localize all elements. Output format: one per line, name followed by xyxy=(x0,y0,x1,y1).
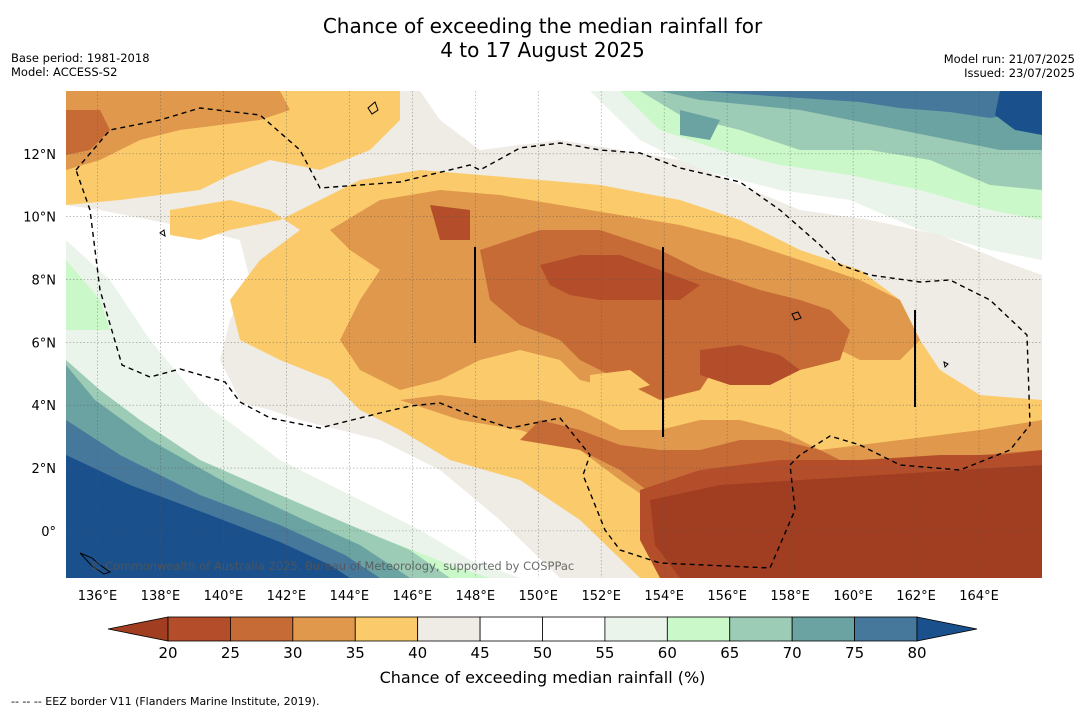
lon-tick-label: 146°E xyxy=(393,589,433,604)
eez-footnote: -- -- -- EEZ border V11 (Flanders Marine… xyxy=(11,695,320,708)
lon-tick-label: 140°E xyxy=(204,589,244,604)
colorbar-label: Chance of exceeding median rainfall (%) xyxy=(379,668,706,687)
colorbar-tick-label: 65 xyxy=(720,644,739,662)
lon-tick-label: 154°E xyxy=(644,589,684,604)
longitude-labels: 136°E 138°E 140°E 142°E 144°E 146°E 148°E 150°E… xyxy=(78,589,999,604)
lon-tick-label: 160°E xyxy=(833,589,873,604)
colorbar-tick-label: 35 xyxy=(346,644,365,662)
colorbar-high-extend xyxy=(916,616,978,642)
island-outlines xyxy=(79,101,949,575)
colorbar-segment xyxy=(354,616,419,642)
rainfall-field xyxy=(66,91,1042,578)
colorbar-tick-label: 45 xyxy=(471,644,490,662)
colorbar-segment xyxy=(729,616,793,642)
copyright-text: © Commonwealth of Australia 2025, Bureau… xyxy=(90,559,575,573)
model-run: Model run: 21/07/2025 xyxy=(943,52,1075,66)
title-line-1: Chance of exceeding the median rainfall … xyxy=(322,14,763,38)
colorbar-tick-label: 25 xyxy=(221,644,240,662)
colorbar-tick-label: 55 xyxy=(595,644,614,662)
lon-tick-label: 158°E xyxy=(770,589,810,604)
colorbar-tick-label: 20 xyxy=(158,644,177,662)
lon-tick-label: 156°E xyxy=(707,589,747,604)
run-info: Model run: 21/07/2025 Issued: 23/07/2025 xyxy=(944,52,1075,80)
colorbar-segment xyxy=(167,616,231,642)
eez-border xyxy=(75,107,1031,569)
lon-tick-label: 142°E xyxy=(267,589,307,604)
colorbar-segment xyxy=(479,616,543,642)
patch-40a xyxy=(240,380,300,410)
patch-35b xyxy=(810,380,880,405)
region-80 xyxy=(66,455,350,578)
colorbar-tick-label: 40 xyxy=(408,644,427,662)
colorbar: 20 25 30 35 40 45 50 55 60 65 70 75 80 xyxy=(107,616,978,662)
lon-tick-label: 144°E xyxy=(330,589,370,604)
lon-tick-label: 152°E xyxy=(581,589,621,604)
colorbar-segment xyxy=(417,616,481,642)
colorbar-segment xyxy=(854,616,918,642)
title-line-2: 4 to 17 August 2025 xyxy=(440,38,645,62)
colorbar-tick-label: 50 xyxy=(533,644,552,662)
colorbar-segment xyxy=(542,616,606,642)
region-ne-75 xyxy=(700,91,1042,118)
lat-tick-label: 6°N xyxy=(32,336,57,351)
patch-35a xyxy=(590,370,650,395)
region-ne-80 xyxy=(995,91,1042,135)
model-info: Base period: 1981-2018 Model: ACCESS-S2 xyxy=(11,51,150,79)
lat-tick-label: 12°N xyxy=(23,148,56,163)
lat-tick-label: 4°N xyxy=(32,399,57,414)
colorbar-segment xyxy=(666,616,731,642)
gridlines xyxy=(66,91,1042,578)
colorbar-tick-label: 75 xyxy=(845,644,864,662)
colorbar-segment xyxy=(791,616,855,642)
colorbar-tick-label: 30 xyxy=(283,644,302,662)
model-name: Model: ACCESS-S2 xyxy=(11,65,118,79)
lat-tick-label: 0° xyxy=(41,525,56,540)
lon-tick-label: 136°E xyxy=(78,589,118,604)
colorbar-segment xyxy=(604,616,668,642)
lat-tick-label: 10°N xyxy=(23,211,56,226)
colorbar-low-extend xyxy=(107,616,169,642)
latitude-labels: 12°N 10°N 8°N 6°N 4°N 2°N 0° xyxy=(23,148,56,540)
issued-date: Issued: 23/07/2025 xyxy=(964,66,1075,80)
lon-tick-label: 138°E xyxy=(141,589,181,604)
map-title: Chance of exceeding the median rainfall … xyxy=(0,14,1085,62)
lon-tick-label: 150°E xyxy=(518,589,558,604)
colorbar-segment xyxy=(292,616,356,642)
region-15 xyxy=(650,465,1042,578)
lon-tick-label: 162°E xyxy=(896,589,936,604)
colorbar-tick-label: 60 xyxy=(658,644,677,662)
lat-tick-label: 8°N xyxy=(32,274,57,289)
base-period: Base period: 1981-2018 xyxy=(11,51,150,65)
lon-tick-label: 164°E xyxy=(959,589,999,604)
lat-tick-label: 2°N xyxy=(32,462,57,477)
colorbar-tick-label: 80 xyxy=(907,644,926,662)
colorbar-segment xyxy=(230,616,294,642)
colorbar-tick-label: 70 xyxy=(783,644,802,662)
lon-tick-label: 148°E xyxy=(456,589,496,604)
